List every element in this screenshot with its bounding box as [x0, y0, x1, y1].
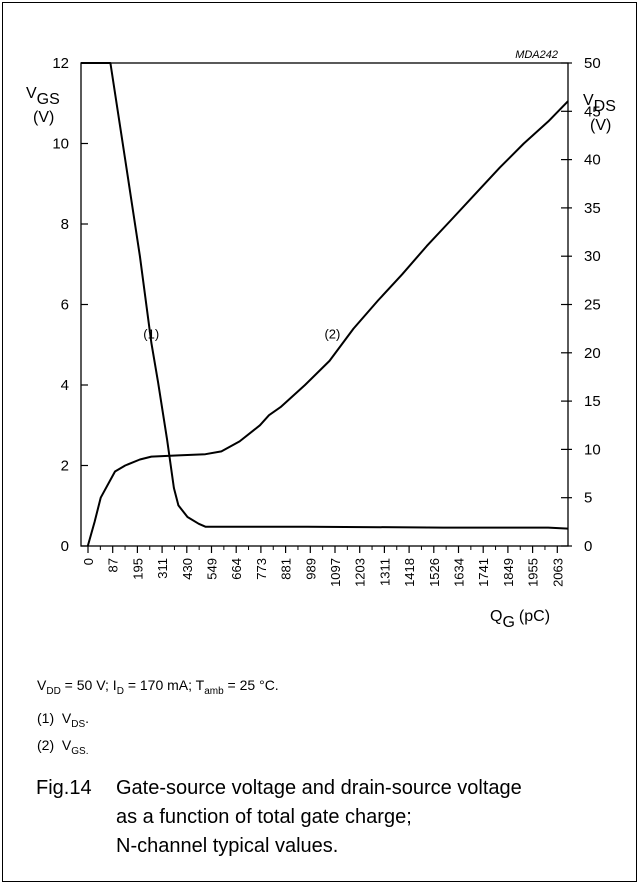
x-tick-label: 549 — [205, 558, 220, 580]
series-line-1 — [81, 62, 569, 530]
x-tick-label: 0 — [81, 558, 96, 565]
x-tick-label: 1526 — [427, 558, 442, 587]
x-tick-label: 1097 — [328, 558, 343, 587]
curve-label-1: (1) — [143, 327, 159, 342]
y-left-axis-unit: (V) — [33, 109, 54, 126]
y-right-axis-unit: (V) — [590, 117, 611, 134]
y-right-axis-label: VDS — [583, 92, 616, 115]
y-left-axis-label: VGS — [26, 85, 60, 108]
x-tick-label: 1955 — [526, 558, 541, 587]
y-right-tick-label: 5 — [584, 490, 592, 507]
x-tick-label: 664 — [229, 558, 244, 580]
y-right-tick-label: 25 — [584, 297, 601, 314]
y-left-tick-label: 10 — [52, 136, 69, 153]
x-tick-label: 195 — [130, 558, 145, 580]
y-right-tick-label: 0 — [584, 538, 592, 555]
gate-charge-chart: 0 2 4 6 8 10 12 0 5 10 15 20 25 30 35 40 45 50 0 87 195 311 43… — [26, 49, 616, 631]
legend-item-vgs: (2) VGS. — [37, 737, 89, 757]
x-tick-label: 2063 — [550, 558, 565, 587]
x-tick-label: 1311 — [377, 558, 392, 586]
y-right-tick-label: 15 — [584, 393, 601, 410]
x-tick-label: 1418 — [402, 558, 417, 587]
y-left-tick-label: 2 — [61, 458, 69, 475]
y-right-tick-label: 50 — [584, 55, 601, 72]
test-conditions: VDD = 50 V; ID = 170 mA; Tamb = 25 °C. — [37, 677, 279, 697]
figure-number: Fig.14 — [36, 777, 92, 799]
y-left-tick-label: 6 — [61, 297, 69, 314]
x-tick-label: 430 — [180, 558, 195, 580]
y-right-tick-label: 45 — [584, 103, 601, 120]
series-line-2 — [86, 100, 569, 547]
legend-item-vds: (1) VDS. — [37, 710, 90, 730]
y-left-tick-label: 0 — [61, 538, 69, 555]
x-axis-label: QG (pC) — [490, 608, 550, 631]
figure-code: MDA242 — [515, 49, 558, 61]
x-tick-label: 1849 — [501, 558, 516, 587]
caption-line-1: Gate-source voltage and drain-source vol… — [116, 777, 522, 799]
curve-label-2: (2) — [324, 327, 340, 342]
y-right-tick-label: 10 — [584, 441, 601, 458]
y-right-tick-label: 35 — [584, 200, 601, 217]
x-tick-label: 989 — [303, 558, 318, 580]
y-right-tick-label: 30 — [584, 248, 601, 265]
x-tick-label: 773 — [254, 558, 269, 580]
x-tick-label: 1634 — [452, 558, 467, 587]
x-tick-label: 1741 — [476, 558, 491, 587]
x-tick-label: 87 — [106, 558, 121, 572]
x-tick-label: 311 — [155, 558, 170, 579]
x-tick-label: 1203 — [353, 558, 368, 587]
y-left-tick-label: 4 — [61, 377, 69, 394]
x-tick-label: 881 — [279, 558, 294, 580]
plot-area — [80, 62, 569, 547]
y-left-tick-label: 12 — [52, 55, 69, 72]
y-right-tick-label: 40 — [584, 152, 601, 169]
caption-line-2: as a function of total gate charge; — [116, 806, 412, 828]
y-left-tick-label: 8 — [61, 216, 69, 233]
y-right-tick-label: 20 — [584, 345, 601, 362]
caption-line-3: N-channel typical values. — [116, 835, 339, 857]
